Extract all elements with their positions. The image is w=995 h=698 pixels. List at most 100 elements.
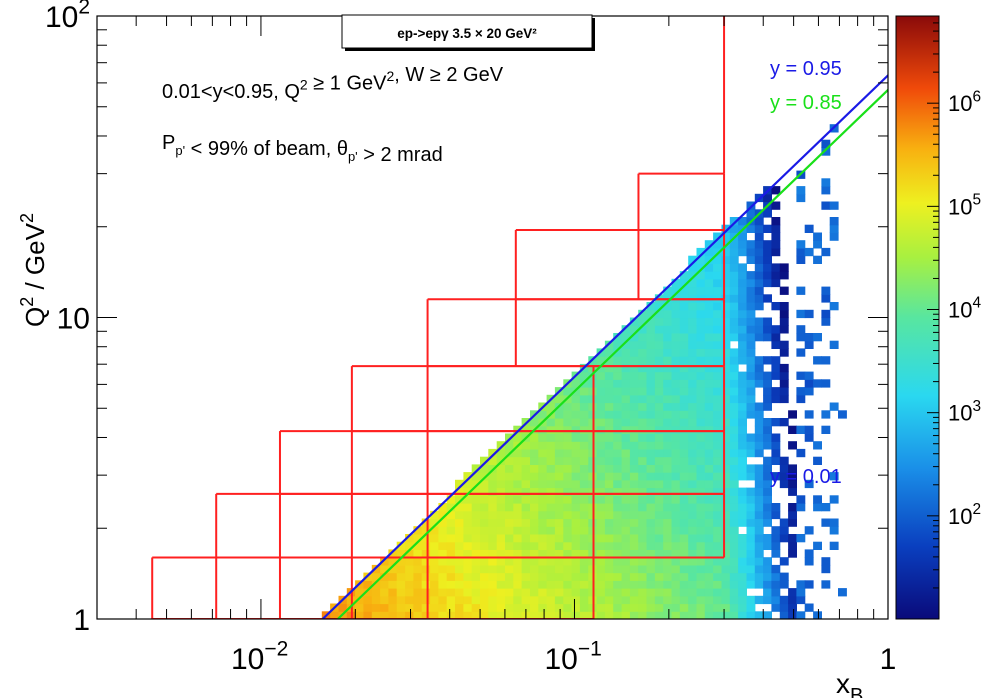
- heatmap-cell: [621, 557, 631, 566]
- heatmap-cell: [505, 534, 514, 543]
- heatmap-cell: [571, 526, 581, 535]
- heatmap-cell: [704, 309, 714, 319]
- heatmap-cell: [771, 224, 781, 233]
- heatmap-cell: [704, 503, 714, 512]
- heatmap-cell: [738, 495, 747, 504]
- heatmap-cell: [729, 309, 739, 319]
- heatmap-cell: [554, 603, 564, 612]
- heatmap-cell: [663, 549, 673, 558]
- heatmap-cell: [480, 479, 489, 489]
- heatmap-cell: [804, 340, 814, 349]
- heatmap-cell: [521, 557, 531, 566]
- heatmap-cell: [688, 580, 698, 589]
- heatmap-cell: [771, 363, 781, 373]
- heatmap-cell: [480, 580, 489, 589]
- heatmap-cell: [788, 611, 797, 619]
- heatmap-cell: [663, 557, 673, 566]
- heatmap-cell: [754, 549, 764, 558]
- heatmap-cell: [604, 340, 614, 349]
- heatmap-cell: [488, 549, 498, 558]
- heatmap-cell: [363, 588, 373, 597]
- heatmap-cell: [629, 595, 639, 605]
- heatmap-cell: [754, 410, 764, 419]
- heatmap-cell: [754, 541, 764, 550]
- heatmap-cell: [713, 479, 722, 489]
- heatmap-cell: [596, 557, 606, 566]
- heatmap-cell: [796, 286, 806, 295]
- heatmap-cell: [521, 580, 531, 589]
- heatmap-cell: [538, 611, 548, 619]
- heatmap-cell: [546, 518, 556, 527]
- heatmap-cell: [613, 371, 623, 380]
- heatmap-cell: [505, 549, 514, 558]
- heatmap-cell: [654, 410, 664, 419]
- heatmap-cell: [779, 309, 789, 319]
- heatmap-cell: [796, 309, 806, 319]
- heatmap-cell: [804, 333, 814, 342]
- heatmap-cell: [763, 495, 772, 504]
- heatmap-cell: [596, 472, 606, 481]
- heatmap-cell: [604, 379, 614, 388]
- heatmap-cell: [746, 278, 756, 288]
- heatmap-cell: [571, 611, 581, 619]
- heatmap-cell: [713, 503, 722, 512]
- heatmap-cell: [671, 309, 681, 319]
- heatmap-cell: [788, 479, 797, 489]
- heatmap-cell: [738, 402, 747, 411]
- heatmap-cell: [679, 271, 689, 280]
- heatmap-cell: [688, 549, 698, 558]
- heatmap-cell: [554, 425, 564, 434]
- heatmap-cell: [646, 479, 656, 489]
- heatmap-cell: [671, 464, 681, 473]
- heatmap-cell: [496, 580, 506, 589]
- heatmap-cell: [671, 588, 681, 597]
- heatmap-cell: [704, 472, 714, 481]
- heatmap-cell: [738, 611, 747, 619]
- heatmap-cell: [538, 487, 548, 496]
- heatmap-cell: [471, 580, 481, 589]
- heatmap-cell: [505, 441, 514, 450]
- heatmap-cell: [754, 333, 764, 342]
- heatmap-cell: [696, 487, 706, 496]
- heatmap-cell: [704, 487, 714, 496]
- heatmap-cell: [638, 479, 648, 489]
- heatmap-cell: [621, 402, 631, 411]
- heatmap-cell: [829, 340, 839, 349]
- heatmap-cell: [654, 302, 664, 311]
- heatmap-cell: [646, 441, 656, 450]
- heatmap-cell: [771, 186, 781, 195]
- heatmap-cell: [538, 557, 548, 566]
- heatmap-cell: [729, 379, 739, 388]
- heatmap-cell: [738, 425, 747, 434]
- heatmap-cell: [654, 418, 664, 427]
- heatmap-cell: [463, 588, 473, 597]
- heatmap-cell: [713, 333, 722, 342]
- heatmap-cell: [779, 387, 789, 396]
- heatmap-cell: [521, 572, 531, 581]
- heatmap-cell: [671, 549, 681, 558]
- heatmap-cell: [696, 286, 706, 295]
- heatmap-cell: [530, 448, 539, 458]
- heatmap-cell: [646, 456, 656, 465]
- heatmap-cell: [563, 387, 573, 396]
- heatmap-cell: [621, 433, 631, 442]
- heatmap-cell: [654, 371, 664, 380]
- heatmap-cell: [754, 232, 764, 241]
- heatmap-cell: [513, 549, 523, 558]
- heatmap-cell: [704, 441, 714, 450]
- heatmap-cell: [530, 603, 539, 612]
- heatmap-cell: [621, 518, 631, 527]
- heatmap-cell: [713, 433, 722, 442]
- heatmap-cell: [396, 557, 406, 566]
- heatmap-cell: [729, 534, 739, 543]
- heatmap-cell: [613, 425, 623, 434]
- heatmap-cell: [729, 441, 739, 450]
- heatmap-cell: [579, 603, 589, 612]
- heatmap-cell: [513, 588, 523, 597]
- heatmap-cell: [754, 479, 764, 489]
- heatmap-cell: [471, 557, 481, 566]
- heatmap-cell: [713, 309, 722, 319]
- heatmap-cell: [721, 317, 731, 326]
- heatmap-cell: [754, 294, 764, 303]
- heatmap-cell: [546, 402, 556, 411]
